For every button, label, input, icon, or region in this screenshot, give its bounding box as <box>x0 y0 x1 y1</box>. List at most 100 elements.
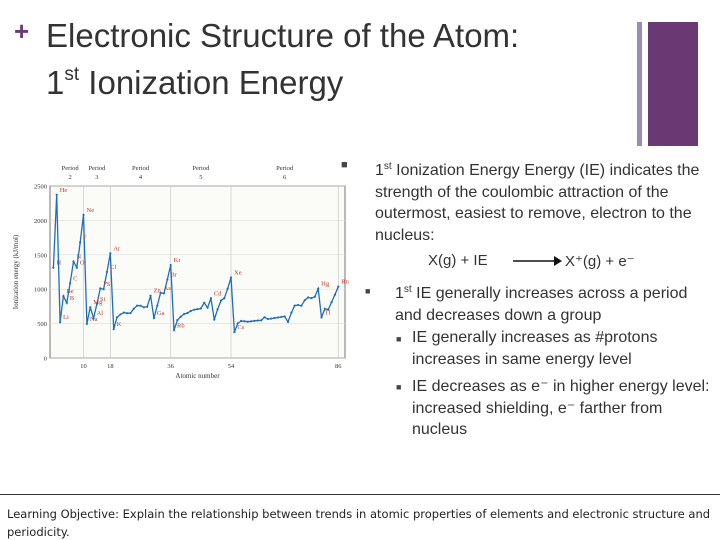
element-label: Na <box>90 316 98 323</box>
data-point <box>256 319 259 322</box>
data-point <box>223 297 226 300</box>
bullet2-body: IE generally increases across a period a… <box>395 285 688 324</box>
data-point <box>92 317 95 320</box>
element-label: Tl <box>325 309 331 316</box>
data-point <box>236 322 239 325</box>
data-point <box>75 266 78 269</box>
data-point <box>169 263 172 267</box>
data-point <box>182 312 186 316</box>
period-label-word: Period <box>62 165 80 172</box>
element-label: Al <box>97 310 104 317</box>
data-point <box>327 308 330 311</box>
data-point <box>69 282 72 285</box>
slide-title-line1: Electronic Structure of the Atom: <box>46 17 520 54</box>
data-point <box>142 306 145 309</box>
data-point <box>213 318 216 321</box>
element-label: As <box>164 285 172 292</box>
reaction-arrow-icon <box>513 256 562 266</box>
data-point <box>179 315 182 318</box>
data-point <box>219 299 223 302</box>
y-tick-label: 1500 <box>34 252 47 259</box>
data-point <box>52 266 55 269</box>
data-point <box>109 252 112 255</box>
data-point <box>337 285 340 288</box>
element-label: I <box>231 281 233 288</box>
y-tick-label: 2000 <box>34 218 47 225</box>
period-label-number: 6 <box>283 174 287 181</box>
data-point <box>246 320 249 323</box>
data-point <box>132 307 135 310</box>
data-point <box>162 292 166 295</box>
chart-element-labels: H He Li BeB C NO F Ne Na Mg Al Si P S Cl Ar K Zn Ga As Br Kr R… <box>56 187 349 331</box>
element-label: Ga <box>157 310 165 317</box>
chart-plot-area <box>49 185 346 359</box>
element-label: Zn <box>154 288 162 295</box>
element-label: Cd <box>214 290 222 297</box>
element-label: He <box>60 187 68 194</box>
data-point <box>89 306 92 309</box>
element-label: Be <box>66 288 73 295</box>
period-label-word: Period <box>192 165 210 172</box>
element-label: N <box>76 254 81 261</box>
data-point <box>320 316 323 319</box>
data-point <box>82 213 85 216</box>
data-point <box>156 304 159 307</box>
period-label-number: 5 <box>199 174 202 181</box>
title-number: 1 <box>46 64 65 101</box>
data-point <box>310 297 313 300</box>
data-point <box>300 304 303 307</box>
chart-grid <box>49 185 346 359</box>
data-point <box>239 319 243 323</box>
element-label: Kr <box>174 257 182 264</box>
data-point <box>129 311 132 315</box>
element-label: B <box>70 295 75 302</box>
y-tick-label: 0 <box>44 356 47 363</box>
learning-objective-text: Learning Objective: Explain the relation… <box>7 507 711 539</box>
title-rest: Ionization Energy <box>79 64 344 101</box>
bullet-text-2: 1st IE generally increases across a peri… <box>395 279 715 326</box>
data-point <box>95 302 99 305</box>
element-label: Cs <box>237 324 244 331</box>
data-point <box>333 293 337 296</box>
data-point <box>290 311 293 314</box>
data-point <box>263 316 266 319</box>
element-label: Hg <box>321 281 330 288</box>
data-point <box>112 328 115 331</box>
data-point <box>323 307 326 310</box>
data-point <box>146 305 149 308</box>
bullet1-superscript: st <box>383 161 392 172</box>
bullet2-superscript: st <box>403 284 412 295</box>
data-point <box>303 299 306 302</box>
element-label: P <box>103 280 107 287</box>
data-point <box>105 270 109 274</box>
period-label-number: 2 <box>68 174 71 181</box>
period-label-word: Period <box>132 165 150 172</box>
decorative-bar-thick <box>648 22 698 146</box>
data-point <box>62 294 65 298</box>
data-point <box>152 317 156 320</box>
data-point <box>85 322 88 325</box>
period-label-number: 4 <box>139 174 143 181</box>
data-point <box>72 260 75 263</box>
x-tick-label: 36 <box>167 363 174 370</box>
bullet1-body: Ionization Energy Energy (IE) indicates … <box>375 162 700 244</box>
data-point <box>79 241 82 244</box>
data-point <box>260 319 263 322</box>
x-tick-label: 18 <box>107 363 114 370</box>
chart-points <box>52 193 340 334</box>
data-point <box>330 301 333 304</box>
data-point <box>126 312 129 315</box>
data-point <box>296 303 300 307</box>
data-point <box>216 308 219 311</box>
data-point <box>65 301 68 304</box>
y-tick-label: 1000 <box>34 287 47 294</box>
element-label: F <box>83 234 87 241</box>
data-point <box>136 304 139 307</box>
data-point <box>206 306 209 309</box>
data-point <box>159 291 162 294</box>
x-tick-label: 10 <box>80 363 87 370</box>
bullet-text-4: IE decreases as e⁻ in higher energy leve… <box>412 378 710 438</box>
element-label: Cl <box>110 264 116 271</box>
chart-x-axis-label: Atomic number <box>175 372 220 380</box>
element-label: Ne <box>87 207 95 214</box>
